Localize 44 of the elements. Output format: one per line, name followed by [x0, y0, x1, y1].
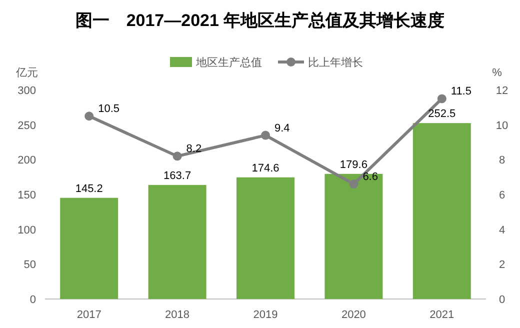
- y2-tick-label: 10: [496, 120, 508, 132]
- data-label: 11.5: [450, 86, 472, 98]
- bar: [412, 123, 471, 299]
- y2-tick-label: 8: [498, 154, 506, 167]
- y2-tick-label: 0: [498, 294, 506, 306]
- legend-label: 地区生产总值: [195, 56, 262, 69]
- y-tick-label: 50: [24, 259, 36, 272]
- y-tick-label: 300: [18, 85, 36, 97]
- data-label: 174.6: [252, 162, 280, 174]
- data-label: 9.4: [274, 122, 290, 134]
- data-label: 163.7: [164, 170, 192, 182]
- point: [172, 152, 182, 161]
- y2-tick-label: 2: [498, 259, 506, 272]
- data-label: 10.5: [98, 103, 120, 116]
- point: [261, 130, 270, 140]
- data-label: 8.2: [186, 143, 202, 156]
- y2-axis-title: %: [492, 67, 502, 79]
- point: [437, 94, 446, 104]
- point: [349, 180, 358, 189]
- y2-tick-label: 4: [498, 224, 506, 236]
- bar: [60, 198, 118, 299]
- y-axis-title: 亿元: [15, 67, 38, 79]
- x-tick-label: 2017: [76, 309, 102, 321]
- bar: [236, 177, 294, 299]
- x-tick-label: 2019: [253, 309, 278, 321]
- data-label: 252.5: [428, 108, 456, 120]
- y-tick-label: 150: [18, 190, 36, 202]
- y-tick-label: 0: [30, 294, 36, 306]
- x-tick-label: 2020: [341, 309, 366, 321]
- bar: [148, 184, 206, 299]
- legend-label: 比上年增长: [308, 56, 363, 69]
- chart-title: 图一 2017—2021 年地区生产总值及其增长速度: [75, 11, 445, 30]
- y2-tick-label: 12: [496, 85, 508, 97]
- point: [84, 112, 94, 121]
- data-label: 6.6: [362, 171, 378, 184]
- y-tick-label: 250: [18, 120, 36, 132]
- data-label: 179.6: [340, 158, 368, 171]
- y-tick-label: 200: [18, 154, 36, 167]
- y2-tick-label: 6: [498, 190, 506, 202]
- data-label: 145.2: [75, 182, 103, 195]
- y-tick-label: 100: [18, 224, 36, 236]
- x-tick-label: 2018: [165, 309, 190, 321]
- bar: [324, 174, 383, 299]
- x-tick-label: 2021: [430, 309, 454, 321]
